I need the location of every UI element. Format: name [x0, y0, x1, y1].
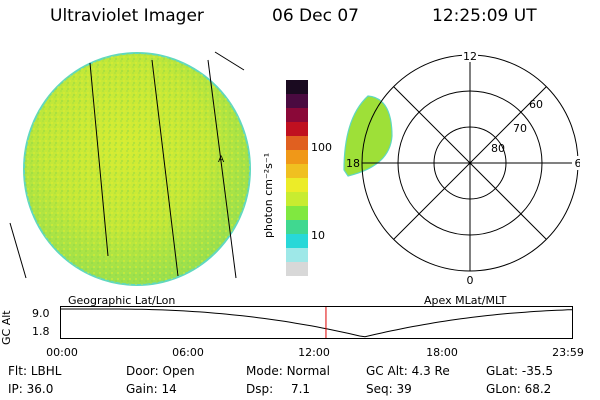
info-gain: Gain: 14	[126, 382, 177, 396]
info-mode: Mode: Normal	[246, 364, 330, 378]
colorbar-segment	[286, 136, 308, 150]
colorbar	[286, 80, 308, 276]
colorbar-tick-100: 100	[311, 141, 332, 154]
info-ip: IP: 36.0	[8, 382, 54, 396]
earth-disk	[23, 52, 251, 286]
colorbar-segment	[286, 262, 308, 276]
altitude-curve	[61, 308, 574, 338]
mlt-label-12: 12	[463, 50, 477, 63]
longitude-lines	[9, 51, 245, 279]
time-tick-1: 06:00	[172, 346, 204, 359]
time-tick-4: 23:59	[552, 346, 584, 359]
colorbar-segment	[286, 164, 308, 178]
altitude-plot	[60, 306, 574, 339]
colorbar-segment	[286, 122, 308, 136]
time-tick-3: 18:00	[426, 346, 458, 359]
apex-label: Apex MLat/MLT	[424, 294, 507, 307]
altitude-tick-top: 9.0	[32, 307, 50, 320]
polar-grid	[361, 54, 579, 272]
mlt-label-6: 6	[575, 157, 581, 170]
time-label: 12:25:09 UT	[432, 6, 537, 26]
altitude-tick-bottom: 1.8	[32, 325, 50, 338]
info-gc-alt: GC Alt: 4.3 Re	[366, 364, 450, 378]
polar-plot: 12 18 6 0 60 70 80	[343, 50, 581, 287]
colorbar-segment	[286, 94, 308, 108]
aurora-patch	[343, 95, 393, 177]
colorbar-segment	[286, 150, 308, 164]
time-tick-2: 12:00	[298, 346, 330, 359]
colorbar-segment	[286, 80, 308, 94]
info-filter: Flt: LBHL	[8, 364, 62, 378]
mlt-label-18: 18	[346, 157, 360, 170]
info-glon: GLon: 68.2	[486, 382, 552, 396]
colorbar-unit-label: photon cm⁻²s⁻¹	[262, 152, 275, 238]
lat-label-60: 60	[529, 98, 543, 111]
info-door: Door: Open	[126, 364, 195, 378]
colorbar-segment	[286, 248, 308, 262]
mlt-label-0: 0	[467, 274, 474, 287]
colorbar-segment	[286, 220, 308, 234]
colorbar-segment	[286, 178, 308, 192]
colorbar-segment	[286, 192, 308, 206]
lat-label-80: 80	[491, 142, 505, 155]
info-dsp: Dsp: 7.1	[246, 382, 311, 396]
date-label: 06 Dec 07	[272, 6, 359, 26]
window-title: Ultraviolet Imager	[50, 6, 204, 26]
altitude-axis-label: GC Alt	[0, 310, 13, 345]
colorbar-tick-10: 10	[311, 229, 325, 242]
colorbar-segment	[286, 234, 308, 248]
info-seq: Seq: 39	[366, 382, 412, 396]
geographic-label: Geographic Lat/Lon	[68, 294, 176, 307]
globe-annotation: A	[218, 155, 225, 165]
colorbar-segment	[286, 206, 308, 220]
globe-image: A	[9, 51, 251, 286]
info-glat: GLat: -35.5	[486, 364, 553, 378]
colorbar-segment	[286, 108, 308, 122]
lat-label-70: 70	[513, 122, 527, 135]
time-tick-0: 00:00	[46, 346, 78, 359]
